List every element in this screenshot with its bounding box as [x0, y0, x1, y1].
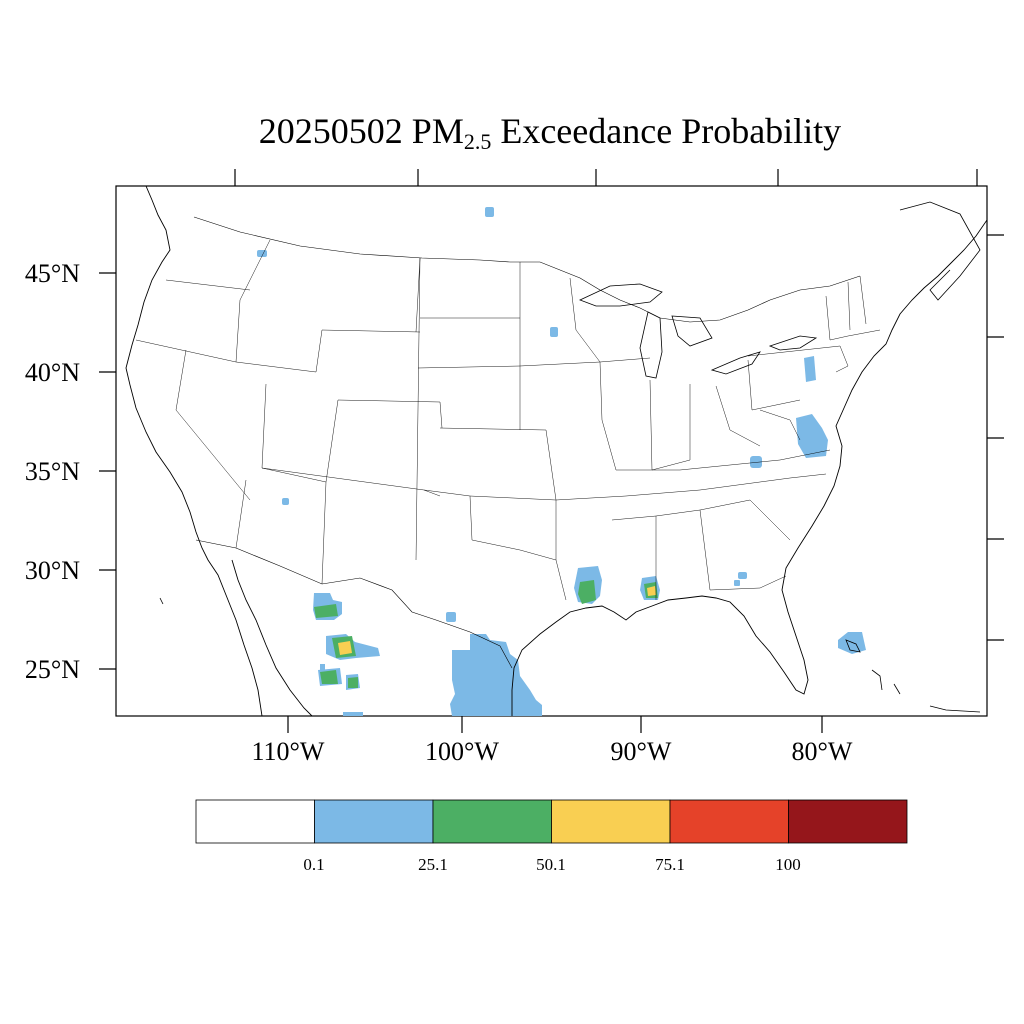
lat-label-35: 35°N	[25, 457, 80, 486]
lon-label-100: 100°W	[425, 737, 499, 766]
great-lakes	[578, 283, 818, 379]
island-features	[159, 201, 981, 713]
colorbar-bin-5	[788, 799, 908, 844]
colorbar-label-4: 100	[775, 855, 801, 874]
mexico-border	[195, 539, 513, 669]
probability-fields	[257, 207, 866, 716]
lat-label-25: 25°N	[25, 655, 80, 684]
lon-label-110: 110°W	[252, 737, 325, 766]
lat-label-30: 30°N	[25, 556, 80, 585]
lat-label-40: 40°N	[25, 358, 80, 387]
colorbar-label-2: 50.1	[536, 855, 566, 874]
prob-yellow-areas	[338, 586, 656, 655]
colorbar-bin-0	[195, 799, 315, 844]
right-ticks	[987, 234, 1004, 641]
colorbar-bin-1	[314, 799, 434, 844]
map-title: 20250502 PM2.5 Exceedance Probability	[0, 110, 1024, 155]
left-ticks	[99, 272, 116, 670]
lon-label-80: 80°W	[792, 737, 853, 766]
bottom-ticks	[287, 716, 823, 733]
gulf-coast	[511, 219, 987, 716]
colorbar-bin-4	[669, 799, 789, 844]
colorbar-label-1: 25.1	[418, 855, 448, 874]
colorbar	[195, 799, 908, 844]
canada-border	[193, 216, 861, 323]
colorbar-label-3: 75.1	[655, 855, 685, 874]
title-subscript: 2.5	[463, 129, 492, 154]
lon-label-90: 90°W	[611, 737, 672, 766]
coastline	[125, 186, 263, 716]
lat-label-45: 45°N	[25, 259, 80, 288]
top-ticks	[234, 169, 978, 186]
baja-coast	[231, 559, 313, 716]
map-content	[125, 186, 987, 716]
colorbar-bin-3	[551, 799, 671, 844]
colorbar-bin-2	[432, 799, 552, 844]
colorbar-label-0: 0.1	[303, 855, 324, 874]
title-suffix: Exceedance Probability	[491, 111, 842, 151]
state-boundaries	[135, 239, 881, 601]
title-prefix: 20250502 PM	[258, 111, 464, 151]
